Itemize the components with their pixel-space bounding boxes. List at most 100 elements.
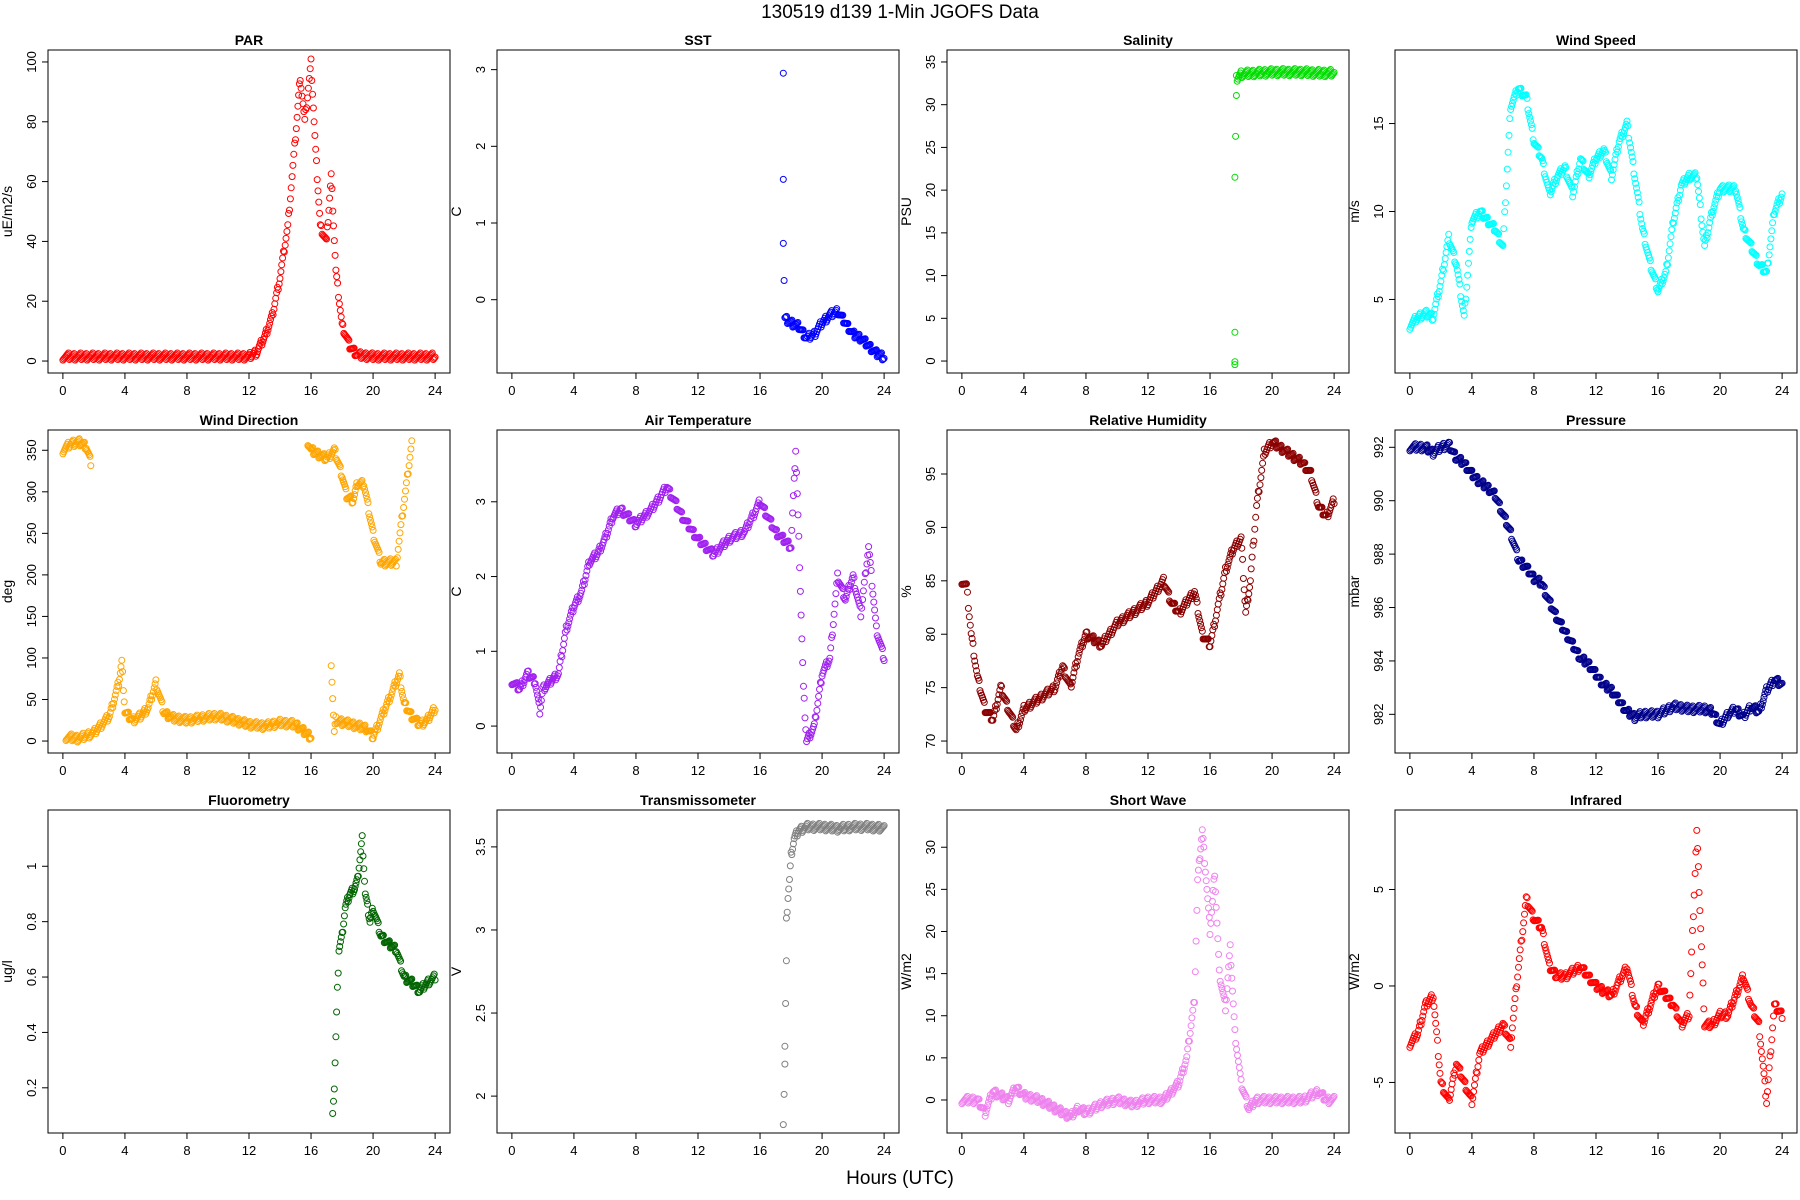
data-point (340, 912, 348, 920)
y-tick-label: 60 (24, 174, 39, 188)
data-point (1175, 1081, 1183, 1089)
x-tick-label: 0 (508, 383, 515, 398)
data-point (1540, 583, 1548, 591)
data-point (1181, 1061, 1189, 1069)
x-tick-label: 4 (1020, 1143, 1027, 1158)
data-point (1055, 1105, 1063, 1113)
data-point (788, 851, 796, 859)
data-point (1246, 577, 1254, 585)
data-point (354, 872, 362, 880)
data-point (1586, 171, 1594, 179)
data-point (1426, 311, 1434, 319)
panel-title: Wind Direction (200, 412, 299, 428)
data-point (1242, 608, 1250, 616)
data-point (283, 228, 291, 235)
data-point (407, 976, 415, 984)
data-point (1075, 649, 1083, 657)
data-point (276, 275, 284, 282)
data-point (75, 435, 83, 443)
data-point (1688, 948, 1696, 956)
data-point (1234, 1058, 1242, 1065)
data-point (1624, 122, 1632, 130)
data-point (1523, 894, 1531, 902)
panel-wind-speed: Wind Speed m/s 0 4 8 12 16 20 24 5 10 15 (1346, 32, 1798, 398)
data-point (1044, 1098, 1052, 1106)
data-points (1406, 826, 1786, 1109)
data-point (604, 526, 612, 534)
data-point (1527, 905, 1534, 913)
data-point (1728, 1003, 1736, 1011)
data-point (329, 1110, 337, 1117)
data-point (1002, 696, 1010, 704)
data-point (1037, 1095, 1045, 1103)
x-tick-label: 24 (1775, 1143, 1789, 1158)
data-point (266, 319, 274, 327)
data-point (1691, 870, 1699, 877)
data-point (1192, 937, 1200, 945)
data-point (1754, 1017, 1762, 1025)
plot-frame (47, 809, 451, 1134)
x-tick-label: 20 (366, 1143, 380, 1158)
y-tick-label: 30 (923, 97, 938, 111)
data-point (1665, 247, 1673, 255)
data-point (1759, 697, 1767, 705)
data-point (1252, 513, 1260, 521)
data-point (1739, 971, 1746, 979)
data-point (1435, 288, 1443, 295)
data-point (1734, 988, 1742, 996)
data-point (1330, 500, 1338, 508)
y-tick-label: 15 (923, 226, 938, 240)
x-tick-label: 4 (1468, 1143, 1475, 1158)
panel-transmissometer: Transmissometer V 0 4 8 12 16 20 24 2 2.5 3 3.5 (448, 792, 900, 1158)
y-tick-label: 0 (1371, 982, 1386, 989)
data-point (1619, 699, 1627, 707)
data-point (344, 335, 352, 343)
panel-wind-direction: Wind Direction deg 0 4 8 12 16 20 24 0 50 100 150 200… (0, 412, 451, 778)
data-point (296, 77, 304, 84)
data-point (794, 319, 802, 326)
data-point (361, 890, 369, 898)
data-point (124, 708, 132, 716)
data-point (1219, 988, 1227, 996)
y-tick-label: 986 (1371, 597, 1386, 619)
data-point (380, 710, 388, 718)
data-point (1586, 971, 1594, 979)
panel-title: Pressure (1566, 412, 1626, 428)
y-tick-label: 70 (923, 734, 938, 748)
data-point (301, 115, 309, 123)
data-point (1434, 1053, 1442, 1060)
data-point (1753, 1016, 1761, 1024)
data-point (1237, 533, 1245, 541)
data-point (289, 161, 297, 169)
data-point (374, 919, 382, 927)
x-tick-label: 12 (691, 763, 705, 778)
data-point (1417, 1021, 1425, 1029)
x-tick-label: 8 (1082, 763, 1089, 778)
data-point (1539, 930, 1547, 938)
data-point (1079, 643, 1086, 651)
data-point (1729, 1000, 1737, 1008)
data-point (1524, 562, 1532, 570)
data-point (1631, 1001, 1639, 1009)
data-point (1183, 1053, 1191, 1061)
data-point (1229, 1000, 1237, 1008)
data-point (1709, 207, 1717, 215)
panel-par: PAR uE/m2/s 0 4 8 12 16 20 24 0 20 40 60 80 100 (0, 32, 451, 398)
data-point (1622, 120, 1630, 128)
data-point (1777, 193, 1785, 201)
data-point (799, 326, 807, 334)
data-point (1505, 1034, 1513, 1042)
data-point (346, 493, 354, 500)
data-point (996, 1090, 1004, 1098)
data-point (857, 613, 865, 621)
data-point (1328, 498, 1336, 506)
data-point (337, 933, 345, 941)
x-tick-label: 12 (1589, 383, 1603, 398)
data-point (1247, 565, 1255, 573)
data-point (1065, 678, 1073, 686)
data-point (313, 157, 320, 165)
data-point (1194, 876, 1202, 884)
data-point (119, 668, 127, 676)
data-point (983, 1105, 991, 1113)
data-point (1460, 1077, 1468, 1085)
